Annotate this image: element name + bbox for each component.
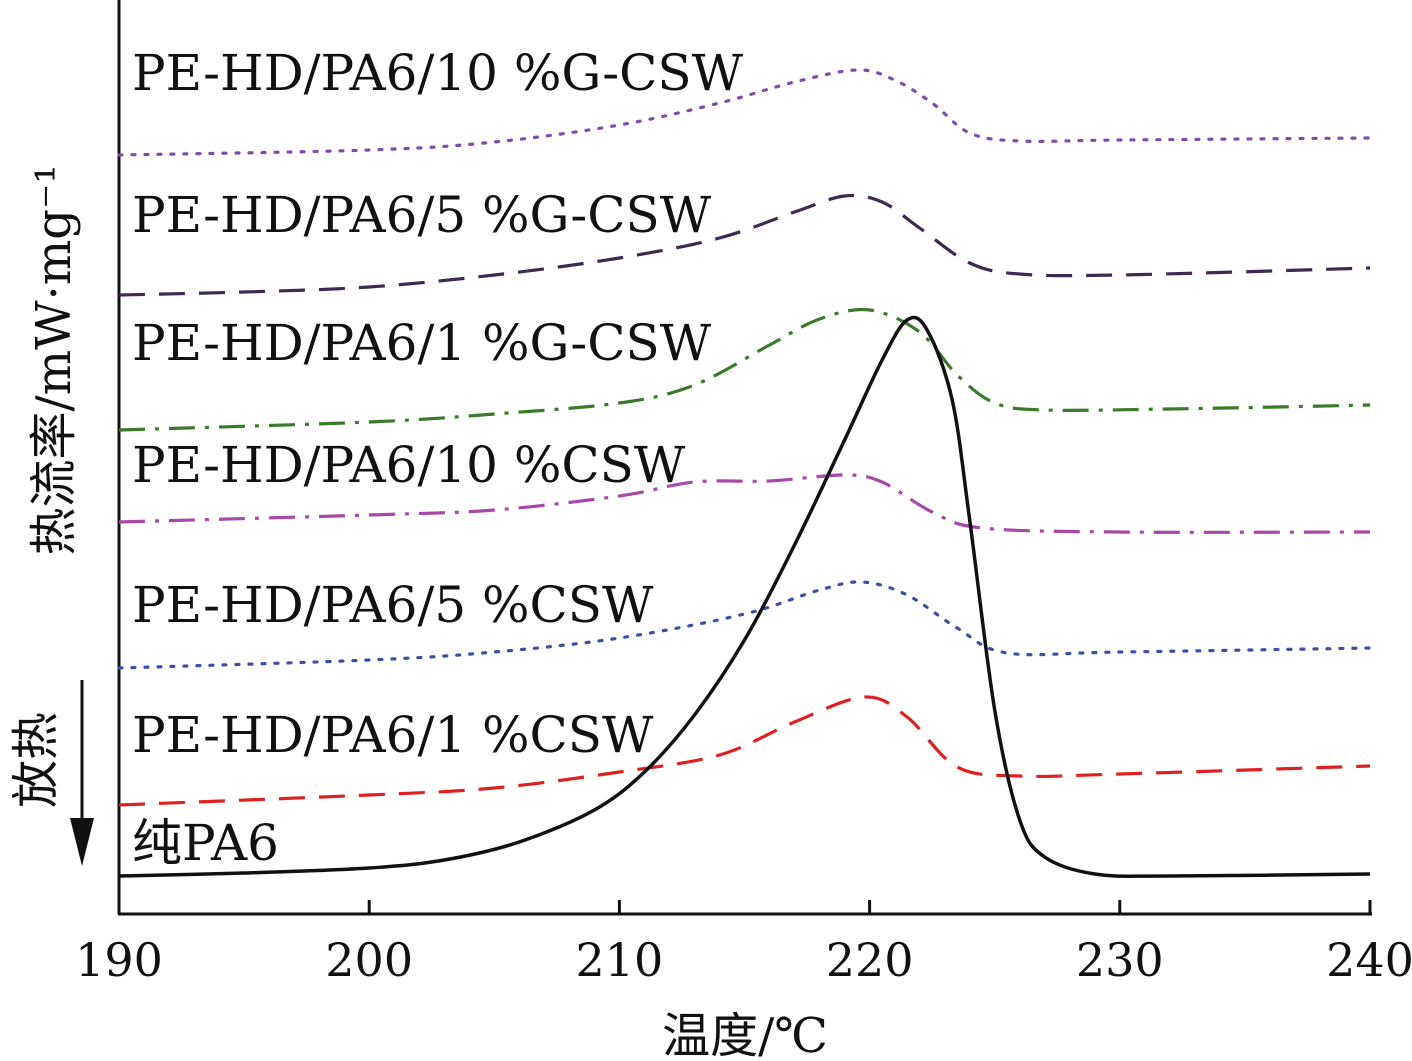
- x-tick-label: 190: [75, 933, 163, 987]
- series-label: PE-HD/PA6/1 %CSW: [132, 706, 654, 764]
- x-tick-label: 240: [1326, 933, 1412, 987]
- series-label: PE-HD/PA6/10 %G-CSW: [132, 44, 744, 102]
- series-layer: [117, 68, 1372, 878]
- exotherm-arrow: [70, 680, 94, 866]
- x-tick-label: 210: [575, 933, 663, 987]
- series-line: [117, 68, 1372, 157]
- series-line: [118, 473, 1371, 534]
- exotherm-label: 放热: [8, 712, 64, 808]
- series-line: [118, 193, 1371, 297]
- x-tick-label: 220: [826, 933, 914, 987]
- series-label: PE-HD/PA6/1 %G-CSW: [132, 314, 712, 372]
- x-axis-title: 温度/℃: [662, 1008, 828, 1061]
- series-line: [118, 695, 1371, 807]
- series-line: [118, 307, 1371, 432]
- series-label: PE-HD/PA6/5 %CSW: [132, 576, 654, 634]
- series-label: PE-HD/PA6/10 %CSW: [132, 436, 686, 494]
- series-line: [118, 315, 1371, 878]
- axes: [117, 0, 1372, 916]
- x-tick-label: 200: [325, 933, 413, 987]
- x-tick-label: 230: [1076, 933, 1164, 987]
- x-ticks: 190 200 210 220 230 240: [75, 900, 1412, 987]
- y-axis-title: 热流率/mW·mg⁻¹: [26, 164, 82, 555]
- series-label: PE-HD/PA6/5 %G-CSW: [132, 186, 712, 244]
- series-label: 纯PA6: [132, 814, 279, 872]
- series-labels: PE-HD/PA6/10 %G-CSW PE-HD/PA6/5 %G-CSW PE-…: [132, 44, 744, 872]
